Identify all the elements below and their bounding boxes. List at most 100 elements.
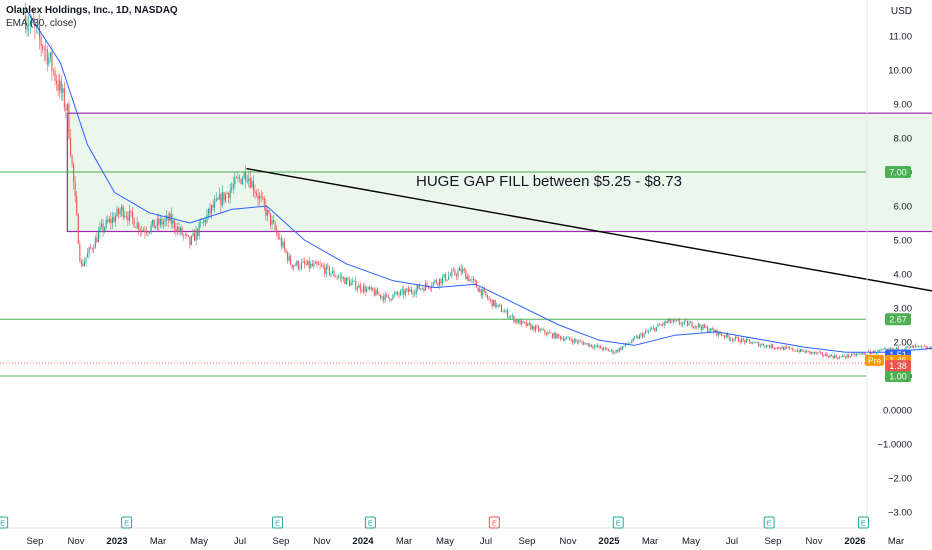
candle-body-257	[423, 288, 425, 291]
candle-body-38	[83, 261, 86, 266]
candle-body-419	[674, 319, 676, 321]
level-tag-text-2: 1.00	[889, 372, 907, 382]
candle-body-345	[559, 336, 561, 339]
candle-body-482	[772, 344, 774, 349]
candle-body-355	[575, 339, 577, 341]
earnings-marker-1	[121, 516, 133, 529]
y-tick-label-5: 6.00	[894, 202, 913, 213]
candle-body-39	[85, 257, 87, 262]
candle-body-363	[587, 343, 589, 347]
candle-body-300	[490, 299, 492, 300]
candle-body-487	[779, 348, 781, 350]
candle-body-76	[142, 229, 144, 231]
candle-body-213	[355, 280, 357, 290]
x-tick-label-13: Nov	[560, 536, 577, 547]
candle-body-150	[257, 195, 259, 200]
candle-body-182	[307, 260, 309, 265]
candle-body-339	[550, 333, 552, 334]
candle-body-506	[809, 351, 811, 354]
candle-body-160	[273, 219, 275, 223]
candle-body-83	[153, 219, 155, 228]
candle-body-140	[242, 178, 244, 184]
candle-body-294	[480, 289, 482, 296]
candle-body-62	[121, 206, 123, 212]
candle-body-237	[392, 294, 394, 300]
candle-body-2	[28, 25, 30, 27]
candle-body-516	[824, 353, 826, 356]
candle-body-145	[249, 178, 251, 188]
candle-body-550	[877, 350, 879, 353]
candle-body-458	[734, 336, 737, 340]
candle-body-143	[246, 181, 248, 182]
candle-body-216	[359, 284, 361, 291]
candle-body-159	[271, 219, 273, 225]
candle-body-53	[107, 219, 109, 222]
candle-body-60	[118, 208, 120, 214]
candle-body-330	[536, 326, 538, 327]
candle-body-187	[314, 262, 316, 264]
candle-body-228	[378, 294, 380, 295]
candle-body-158	[269, 213, 272, 225]
candle-body-29	[69, 138, 72, 156]
candle-body-439	[705, 326, 707, 328]
candle-body-286	[468, 276, 470, 282]
x-tick-label-20: 2026	[844, 536, 865, 547]
candle-body-577	[919, 345, 921, 347]
candle-body-86	[158, 218, 160, 225]
candle-body-572	[911, 346, 913, 348]
candle-body-531	[848, 354, 850, 357]
candle-body-477	[764, 346, 766, 348]
x-tick-label-8: 2024	[352, 536, 374, 547]
chart-legend[interactable]: Olaplex Holdings, Inc., 1D, NASDAQ EMA (…	[6, 4, 178, 30]
candle-body-59	[116, 208, 118, 217]
candle-body-109	[193, 233, 196, 241]
candle-body-323	[525, 322, 527, 326]
candle-body-584	[930, 346, 932, 349]
candle-body-211	[352, 281, 354, 283]
y-tick-label-14: −3.00	[888, 508, 912, 519]
candle-body-542	[865, 354, 867, 356]
trendline-layer	[246, 167, 932, 292]
candle-body-474	[759, 344, 761, 347]
candle-body-434	[697, 323, 699, 327]
level-tag-text-1: 2.67	[889, 315, 907, 325]
candle-body-449	[720, 334, 723, 336]
candle-body-311	[507, 310, 509, 318]
candle-body-331	[538, 326, 540, 331]
candle-body-476	[762, 344, 764, 347]
x-tick-label-2: 2023	[106, 536, 127, 547]
x-tick-label-12: Sep	[519, 536, 536, 547]
candle-body-67	[128, 210, 130, 221]
y-tick-label-1: 10.00	[888, 66, 912, 77]
candle-body-469	[751, 343, 754, 344]
candle-body-570	[908, 346, 910, 348]
candle-body-120	[211, 205, 213, 213]
candle-body-74	[139, 230, 141, 232]
candle-body-234	[387, 295, 389, 298]
candle-body-406	[654, 327, 656, 332]
candle-body-163	[277, 233, 279, 239]
candle-body-437	[702, 324, 704, 330]
candle-body-424	[682, 322, 684, 325]
candle-body-409	[658, 324, 661, 326]
candle-body-354	[573, 339, 575, 343]
gap-annotation-text: HUGE GAP FILL between $5.25 - $8.73	[416, 173, 682, 190]
candle-body-232	[384, 294, 386, 301]
candle-body-114	[201, 222, 203, 224]
candle-body-436	[700, 326, 702, 330]
candle-body-217	[361, 290, 363, 292]
candle-body-335	[544, 329, 546, 334]
earnings-marker-3	[364, 516, 376, 529]
x-tick-label-5: Jul	[234, 536, 246, 547]
candle-body-106	[189, 236, 191, 245]
candle-body-403	[649, 329, 651, 331]
level-tag-2	[885, 370, 911, 382]
candle-body-411	[662, 324, 664, 326]
candle-body-180	[304, 261, 306, 265]
candle-body-352	[570, 339, 572, 341]
candle-body-125	[218, 194, 220, 200]
candle-body-259	[426, 283, 428, 286]
candle-body-267	[438, 278, 440, 286]
y-tick-label-12: −1.0000	[877, 440, 912, 451]
